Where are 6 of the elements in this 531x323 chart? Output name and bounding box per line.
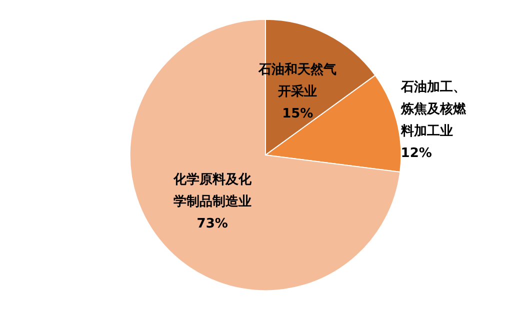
data-label: 15%: [282, 106, 314, 122]
slice-label: 化学原料及化学制品制造业: [172, 172, 252, 210]
slice-label: 石油和天然气开采业: [258, 61, 337, 100]
slice-label: 石油加工、炼焦及核燃料加工业: [400, 80, 467, 139]
data-label: 73%: [196, 216, 228, 232]
data-label: 12%: [400, 146, 432, 161]
